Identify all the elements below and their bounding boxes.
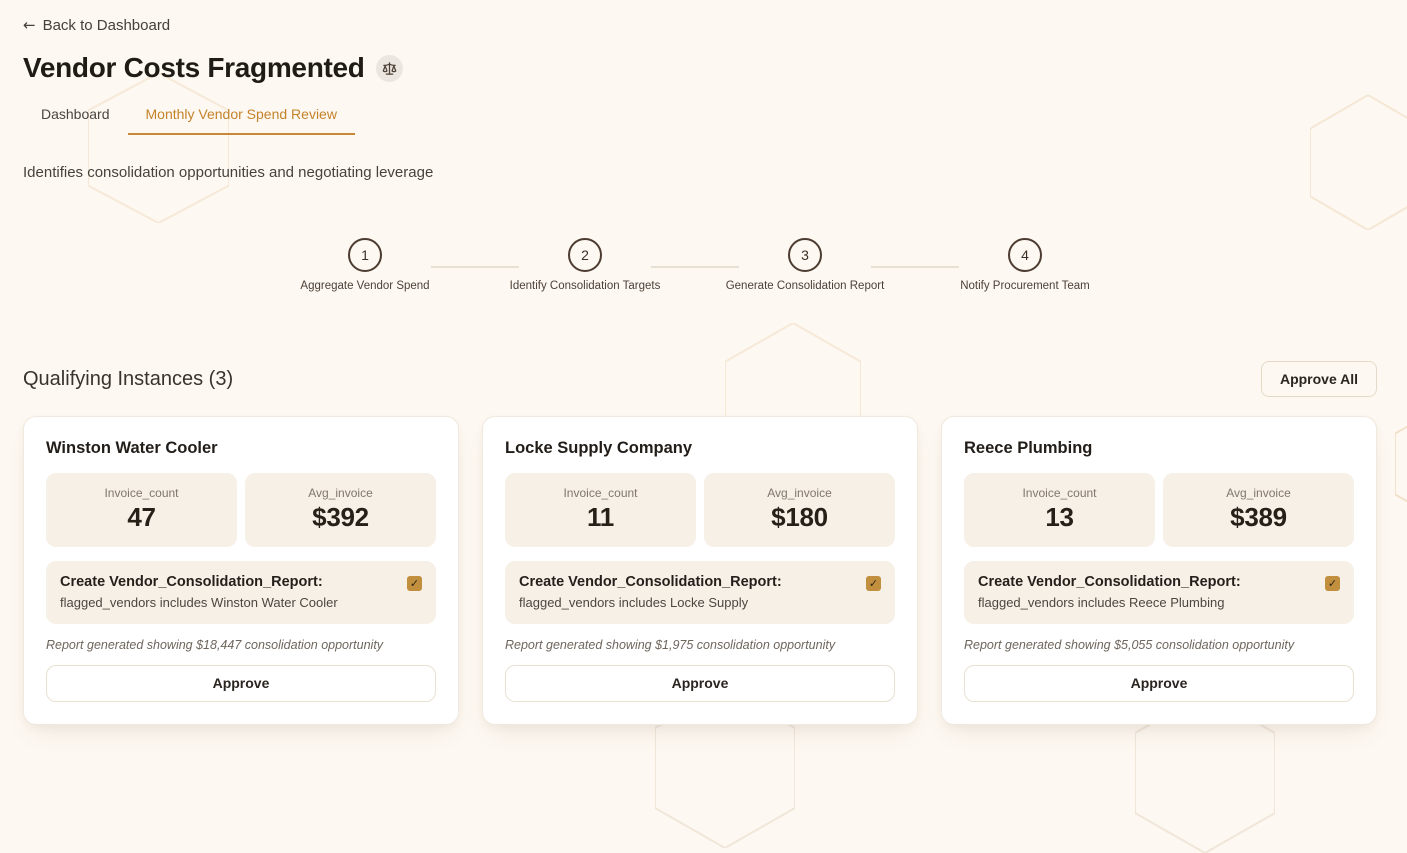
criteria-text: Create Vendor_Consolidation_Report: flag… bbox=[978, 574, 1241, 610]
section-header: Qualifying Instances (3) Approve All bbox=[23, 361, 1377, 397]
stats-row: Invoice_count 47 Avg_invoice $392 bbox=[46, 473, 436, 547]
step-number: 2 bbox=[568, 238, 602, 272]
section-title: Qualifying Instances (3) bbox=[23, 367, 234, 390]
action-condition: flagged_vendors includes Reece Plumbing bbox=[978, 595, 1225, 610]
page: ← Back to Dashboard Vendor Costs Fragmen… bbox=[23, 16, 1377, 725]
qualifying-instances-grid: Winston Water Cooler Invoice_count 47 Av… bbox=[23, 416, 1377, 725]
step-number: 4 bbox=[1008, 238, 1042, 272]
vendor-name: Locke Supply Company bbox=[505, 439, 693, 457]
action-criteria-box: Create Vendor_Consolidation_Report: flag… bbox=[505, 561, 895, 624]
stat-invoice-count: Invoice_count 13 bbox=[964, 473, 1155, 547]
stat-label: Avg_invoice bbox=[308, 486, 373, 500]
criteria-text: Create Vendor_Consolidation_Report: flag… bbox=[519, 574, 782, 610]
stat-label: Invoice_count bbox=[1022, 486, 1097, 500]
stat-label: Invoice_count bbox=[563, 486, 638, 500]
check-icon: ✓ bbox=[409, 577, 420, 590]
vendor-card-winston-water-cooler: Winston Water Cooler Invoice_count 47 Av… bbox=[23, 416, 459, 725]
stat-value: $389 bbox=[1230, 502, 1287, 532]
vendor-name: Winston Water Cooler bbox=[46, 439, 218, 457]
action-title: Create Vendor_Consolidation_Report: bbox=[519, 574, 782, 590]
check-icon: ✓ bbox=[868, 577, 879, 590]
approve-button[interactable]: Approve bbox=[505, 665, 895, 702]
action-checkbox[interactable]: ✓ bbox=[407, 576, 422, 591]
action-criteria-box: Create Vendor_Consolidation_Report: flag… bbox=[46, 561, 436, 624]
approve-button[interactable]: Approve bbox=[964, 665, 1354, 702]
stat-invoice-count: Invoice_count 47 bbox=[46, 473, 237, 547]
page-title: Vendor Costs Fragmented bbox=[23, 52, 365, 83]
tab-bar: Dashboard Monthly Vendor Spend Review bbox=[23, 97, 1377, 135]
scales-icon bbox=[375, 54, 403, 82]
workflow-description: Identifies consolidation opportunities a… bbox=[23, 164, 434, 181]
stats-row: Invoice_count 13 Avg_invoice $389 bbox=[964, 473, 1354, 547]
back-arrow-icon: ← bbox=[23, 16, 36, 34]
action-checkbox[interactable]: ✓ bbox=[1325, 576, 1340, 591]
approve-all-button[interactable]: Approve All bbox=[1260, 361, 1377, 397]
check-icon: ✓ bbox=[1327, 577, 1338, 590]
action-checkbox[interactable]: ✓ bbox=[866, 576, 881, 591]
action-title: Create Vendor_Consolidation_Report: bbox=[60, 574, 323, 590]
stat-avg-invoice: Avg_invoice $392 bbox=[245, 473, 436, 547]
step-label: Generate Consolidation Report bbox=[725, 280, 885, 292]
stats-row: Invoice_count 11 Avg_invoice $180 bbox=[505, 473, 895, 547]
stat-label: Avg_invoice bbox=[767, 486, 832, 500]
vendor-card-reece-plumbing: Reece Plumbing Invoice_count 13 Avg_invo… bbox=[941, 416, 1377, 725]
stat-avg-invoice: Avg_invoice $180 bbox=[704, 473, 895, 547]
tab-dashboard[interactable]: Dashboard bbox=[41, 106, 110, 122]
approve-button[interactable]: Approve bbox=[46, 665, 436, 702]
vendor-card-locke-supply-company: Locke Supply Company Invoice_count 11 Av… bbox=[482, 416, 918, 725]
report-note: Report generated showing $18,447 consoli… bbox=[46, 638, 384, 652]
stepper-connector bbox=[431, 266, 519, 268]
stat-value: 47 bbox=[127, 502, 156, 532]
step-identify-consolidation-targets: 2 Identify Consolidation Targets bbox=[500, 238, 670, 294]
title-row: Vendor Costs Fragmented bbox=[23, 52, 1377, 84]
stat-value: 11 bbox=[587, 502, 614, 532]
step-number: 3 bbox=[788, 238, 822, 272]
stat-value: $392 bbox=[312, 502, 369, 532]
stat-avg-invoice: Avg_invoice $389 bbox=[1163, 473, 1354, 547]
stat-label: Invoice_count bbox=[104, 486, 179, 500]
stat-invoice-count: Invoice_count 11 bbox=[505, 473, 696, 547]
tab-monthly-vendor-spend-review[interactable]: Monthly Vendor Spend Review bbox=[127, 97, 355, 135]
back-link-label: Back to Dashboard bbox=[42, 16, 171, 34]
report-note: Report generated showing $1,975 consolid… bbox=[505, 638, 836, 652]
stepper-connector bbox=[651, 266, 739, 268]
stat-value: 13 bbox=[1045, 502, 1074, 532]
action-condition: flagged_vendors includes Winston Water C… bbox=[60, 595, 338, 610]
workflow-stepper: 1 Aggregate Vendor Spend 2 Identify Cons… bbox=[23, 238, 1377, 310]
step-number: 1 bbox=[348, 238, 382, 272]
step-label: Identify Consolidation Targets bbox=[509, 280, 661, 292]
step-aggregate-vendor-spend: 1 Aggregate Vendor Spend bbox=[280, 238, 450, 294]
stat-value: $180 bbox=[771, 502, 828, 532]
stat-label: Avg_invoice bbox=[1226, 486, 1291, 500]
action-title: Create Vendor_Consolidation_Report: bbox=[978, 574, 1241, 590]
vendor-name: Reece Plumbing bbox=[964, 439, 1093, 457]
criteria-text: Create Vendor_Consolidation_Report: flag… bbox=[60, 574, 338, 610]
step-label: Aggregate Vendor Spend bbox=[300, 280, 430, 292]
back-to-dashboard-link[interactable]: ← Back to Dashboard bbox=[23, 16, 170, 34]
step-label: Notify Procurement Team bbox=[960, 280, 1090, 292]
step-generate-consolidation-report: 3 Generate Consolidation Report bbox=[720, 238, 890, 294]
action-criteria-box: Create Vendor_Consolidation_Report: flag… bbox=[964, 561, 1354, 624]
report-note: Report generated showing $5,055 consolid… bbox=[964, 638, 1295, 652]
stepper-connector bbox=[871, 266, 959, 268]
step-notify-procurement-team: 4 Notify Procurement Team bbox=[940, 238, 1110, 294]
action-condition: flagged_vendors includes Locke Supply bbox=[519, 595, 749, 610]
